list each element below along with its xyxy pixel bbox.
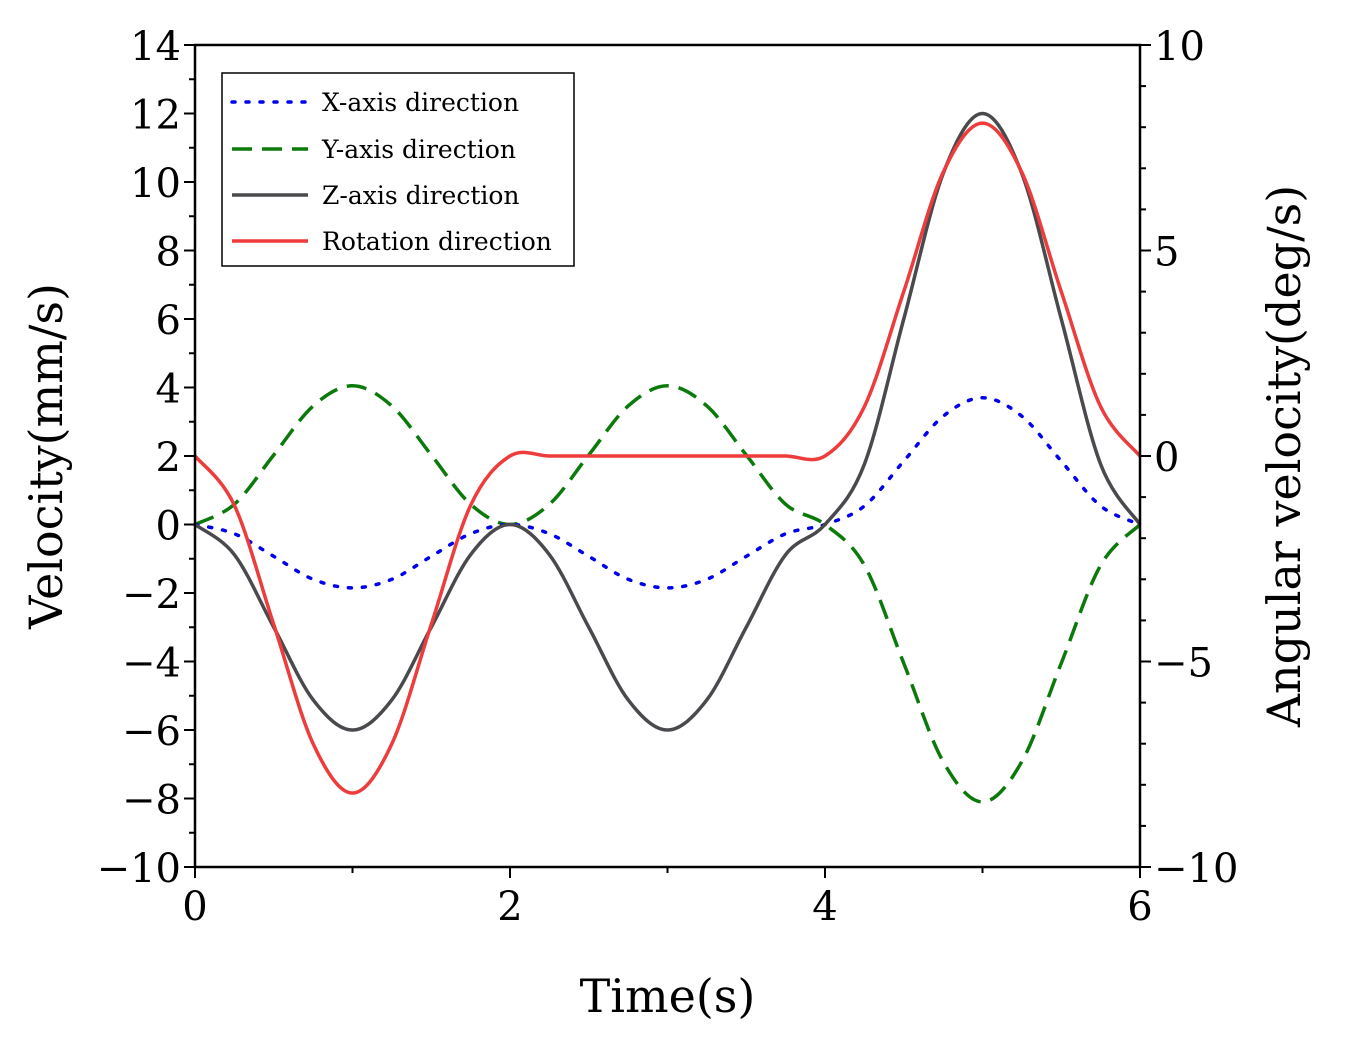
legend-label: Z-axis direction <box>322 181 520 210</box>
y-tick-label: −2 <box>122 572 181 618</box>
legend-label: X-axis direction <box>322 88 519 117</box>
y-tick-label: −6 <box>122 709 181 755</box>
y-tick-label: −8 <box>122 778 181 824</box>
y2-tick-label: 10 <box>1154 24 1205 70</box>
x-tick-label: 2 <box>497 884 522 930</box>
legend-label: Rotation direction <box>322 227 552 256</box>
y-axis-title: Velocity(mm/s) <box>19 283 73 630</box>
y2-tick-label: −5 <box>1154 641 1213 687</box>
y2-tick-label: 0 <box>1154 435 1179 481</box>
y-tick-label: 0 <box>156 504 181 550</box>
y-tick-label: 12 <box>130 93 181 139</box>
y-tick-label: 4 <box>156 367 181 413</box>
x-tick-label: 4 <box>812 884 837 930</box>
series-line-y-axis-direction <box>194 384 1142 804</box>
series-line-rotation-direction <box>193 121 1142 795</box>
x-tick-label: 0 <box>182 884 207 930</box>
legend-label: Y-axis direction <box>321 135 516 164</box>
x-axis-title: Time(s) <box>580 969 756 1023</box>
legend-box <box>221 72 575 267</box>
y-tick-label: 14 <box>130 24 181 70</box>
y2-tick-label: −10 <box>1154 846 1238 892</box>
y-tick-label: −10 <box>97 846 181 892</box>
y-tick-label: 8 <box>156 230 181 276</box>
y2-axis-title: Angular velocity(deg/s) <box>1257 185 1311 728</box>
series-line-z-axis-direction <box>193 111 1142 732</box>
x-tick-label: 6 <box>1127 884 1152 930</box>
y-tick-label: 10 <box>130 161 181 207</box>
series-line-x-axis-direction <box>193 396 1142 590</box>
y-tick-label: 6 <box>156 298 181 344</box>
y-tick-label: −4 <box>122 641 181 687</box>
y-tick-label: 2 <box>156 435 181 481</box>
y2-tick-label: 5 <box>1154 230 1179 276</box>
